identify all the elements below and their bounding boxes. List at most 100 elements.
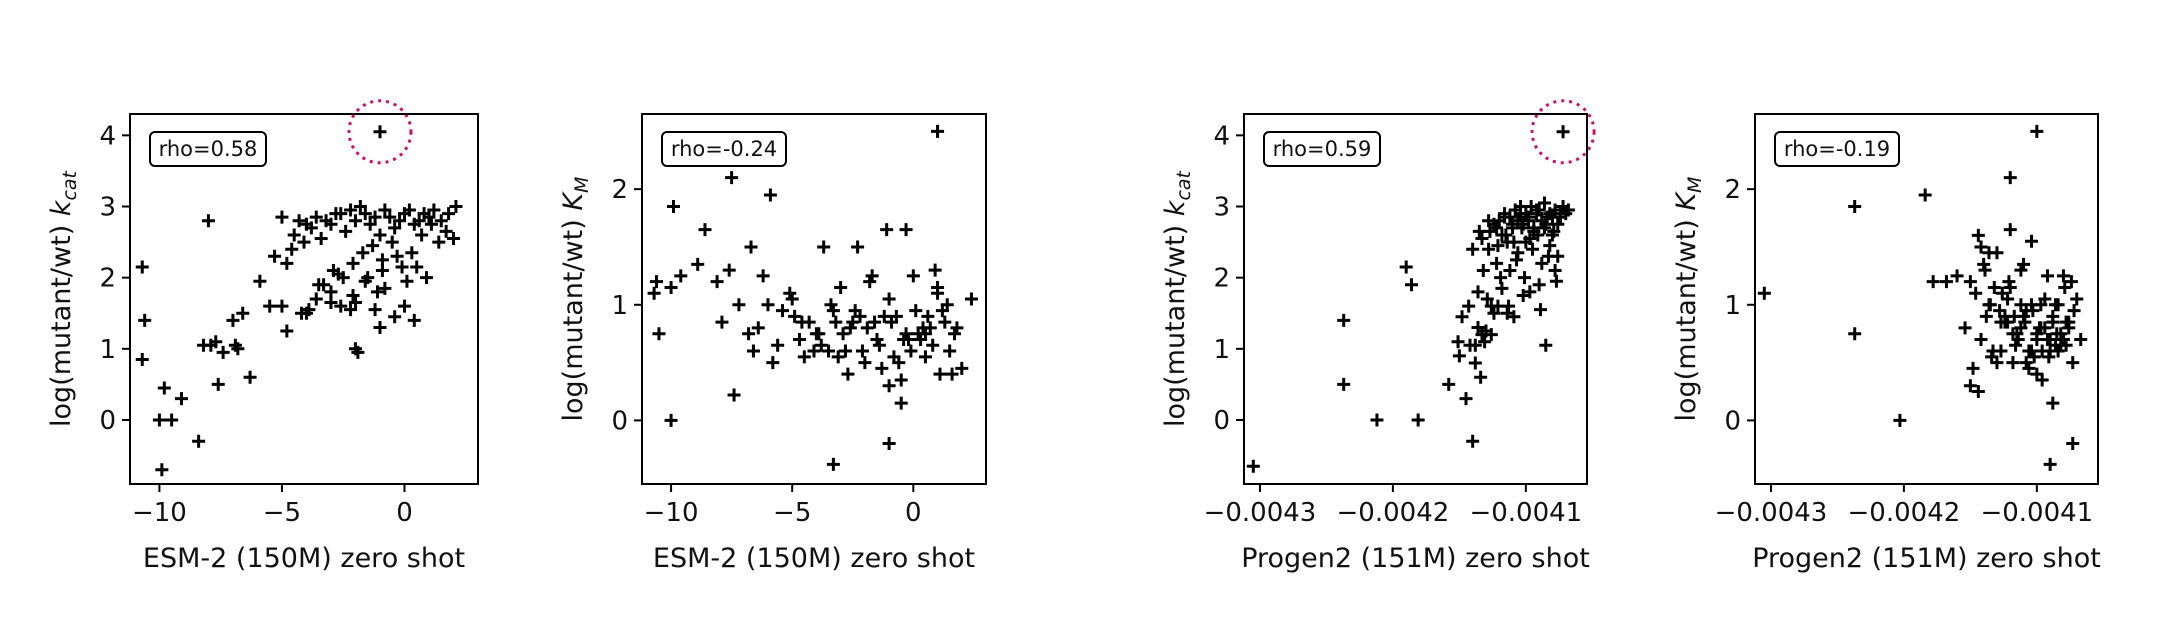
data-point	[1974, 332, 1988, 346]
data-point	[422, 210, 436, 224]
data-point	[1939, 275, 1953, 289]
data-point	[1478, 335, 1492, 349]
data-point	[785, 292, 799, 306]
data-point	[351, 345, 365, 359]
data-point	[2046, 315, 2060, 329]
data-point	[1958, 321, 1972, 335]
data-point	[950, 321, 964, 335]
data-point	[882, 292, 896, 306]
data-point	[868, 315, 882, 329]
data-point	[432, 235, 446, 249]
data-point	[1503, 264, 1517, 278]
data-point	[904, 344, 918, 358]
y-tick-label: 4	[1213, 121, 1230, 151]
data-point	[410, 260, 424, 274]
x-tick-label: −5	[773, 498, 811, 528]
data-point	[1451, 335, 1465, 349]
data-point	[2058, 280, 2072, 294]
rho-annotation: rho=-0.24	[671, 137, 777, 161]
data-point	[216, 345, 230, 359]
data-point	[1982, 246, 1996, 260]
data-point	[877, 309, 891, 323]
data-point	[2064, 275, 2078, 289]
data-point	[1893, 413, 1907, 427]
data-point	[442, 207, 456, 221]
data-point	[388, 310, 402, 324]
x-tick-label: −0.0041	[1980, 498, 2093, 528]
y-tick-label: 1	[99, 335, 116, 365]
data-point	[1507, 235, 1521, 249]
data-point	[373, 320, 387, 334]
data-point	[2059, 315, 2073, 329]
data-point	[412, 214, 426, 228]
data-point	[1561, 203, 1575, 217]
y-tick-label: 4	[99, 121, 116, 151]
data-point	[275, 210, 289, 224]
data-point	[744, 240, 758, 254]
data-point	[2046, 396, 2060, 410]
data-point	[1463, 338, 1477, 352]
data-point	[236, 306, 250, 320]
rho-annotation: rho=0.58	[159, 137, 258, 161]
data-point	[2003, 171, 2017, 185]
data-point	[931, 286, 945, 300]
data-point	[1963, 275, 1977, 289]
data-point	[1452, 349, 1466, 363]
data-point	[434, 214, 448, 228]
data-point	[928, 263, 942, 277]
data-point	[1487, 306, 1501, 320]
data-point	[1494, 271, 1508, 285]
data-point	[1510, 253, 1524, 267]
data-point	[1455, 310, 1469, 324]
data-point	[1490, 221, 1504, 235]
data-point	[439, 224, 453, 238]
data-point	[2043, 457, 2057, 471]
data-point	[691, 257, 705, 271]
data-point	[1523, 232, 1537, 246]
data-point	[1490, 256, 1504, 270]
data-point	[848, 304, 862, 318]
data-point	[297, 235, 311, 249]
data-point	[2040, 269, 2054, 283]
data-point	[1442, 377, 1456, 391]
data-point	[1515, 221, 1529, 235]
y-tick-label: 2	[1213, 264, 1230, 294]
data-point	[763, 188, 777, 202]
data-point	[135, 352, 149, 366]
data-point	[918, 327, 932, 341]
data-point	[309, 292, 323, 306]
data-point	[1518, 271, 1532, 285]
data-point	[331, 267, 345, 281]
data-point	[375, 264, 389, 278]
data-point	[395, 260, 409, 274]
data-point	[135, 260, 149, 274]
data-point	[851, 240, 865, 254]
data-point	[1971, 228, 1985, 242]
data-point	[722, 263, 736, 277]
data-point	[899, 223, 913, 237]
data-point	[304, 221, 318, 235]
rho-annotation: rho=-0.19	[1784, 137, 1890, 161]
x-tick-label: −0.0042	[1337, 498, 1450, 528]
data-point	[834, 280, 848, 294]
data-point	[368, 303, 382, 317]
data-point	[1525, 242, 1539, 256]
data-point	[647, 286, 661, 300]
plot-frame	[1243, 113, 1588, 485]
data-point	[1547, 224, 1561, 238]
data-point	[152, 413, 166, 427]
data-point	[1533, 303, 1547, 317]
data-point	[292, 214, 306, 228]
data-point	[1531, 228, 1545, 242]
data-point	[1553, 207, 1567, 221]
data-point	[2001, 315, 2015, 329]
rho-annotation: rho=0.59	[1273, 137, 1372, 161]
data-point	[776, 304, 790, 318]
chart-panel-2: −10 −5 0 0 1 2 ESM-2 (150M) zero shot log(mutan…	[558, 113, 987, 574]
data-point	[1480, 292, 1494, 306]
data-point	[1246, 459, 1260, 473]
data-point	[1483, 224, 1497, 238]
y-tick-label: 2	[1724, 175, 1741, 205]
data-point	[822, 344, 836, 358]
data-point	[280, 324, 294, 338]
